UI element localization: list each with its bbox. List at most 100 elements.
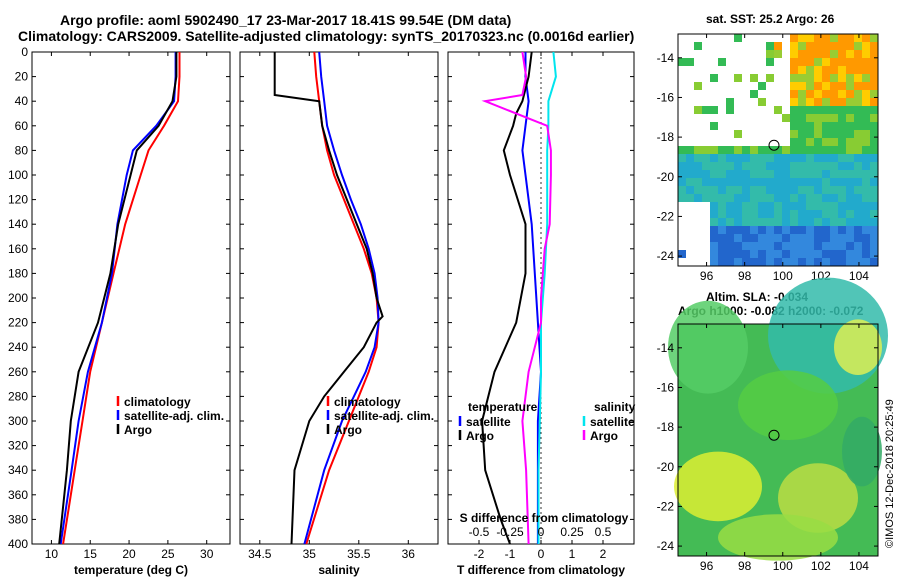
sst-cell [822,50,830,58]
sst-cell [862,210,870,218]
sst-cell [798,146,806,154]
sst-cell [830,234,838,242]
sst-cell [710,218,718,226]
sst-cell [822,258,830,266]
sst-cell [870,122,878,130]
sst-cell [862,82,870,90]
temperature-axis-label: temperature (deg C) [74,563,188,577]
diff-line-t-satellite [521,52,543,544]
legend-label: Argo [466,429,494,443]
sst-cell [686,58,694,66]
x2-tick-label: -0.25 [496,525,524,539]
sst-cell [854,66,862,74]
sst-cell [798,226,806,234]
sst-cell [718,226,726,234]
sst-cell [822,226,830,234]
sst-cell [678,178,686,186]
sst-cell [766,154,774,162]
sst-cell [814,218,822,226]
sst-cell [790,98,798,106]
sst-cell [838,234,846,242]
sst-cell [814,170,822,178]
depth-tick-label: 120 [8,193,28,207]
chart-title-line2: Climatology: CARS2009. Satellite-adjuste… [18,28,635,44]
sst-cell [830,34,838,42]
sst-cell [758,242,766,250]
sst-cell [870,74,878,82]
sst-cell [870,154,878,162]
sst-cell [774,42,782,50]
sst-cell [758,218,766,226]
sst-cell [798,82,806,90]
sst-cell [726,186,734,194]
sst-cell [870,162,878,170]
sst-cell [750,234,758,242]
sst-cell [790,218,798,226]
sst-cell [862,146,870,154]
sst-cell [758,202,766,210]
sst-cell [846,242,854,250]
sst-cell [766,146,774,154]
sst-cell [814,90,822,98]
sst-cell [750,242,758,250]
legend-label: Argo [334,423,362,437]
map-x-tick-label: 104 [849,559,869,573]
sst-cell [766,170,774,178]
sst-cell [870,90,878,98]
sst-cell [838,42,846,50]
sst-cell [854,114,862,122]
sst-cell [694,154,702,162]
sst-cell [798,170,806,178]
sst-cell [798,210,806,218]
diff-line-s-argo [481,51,552,545]
sst-cell [790,234,798,242]
sst-cell [846,42,854,50]
sst-cell [790,90,798,98]
argo-location-marker [768,429,780,441]
map-frame-sst [677,33,879,267]
sst-cell [734,154,742,162]
sst-cell [870,130,878,138]
sst-cell [846,146,854,154]
sst-cell [734,202,742,210]
sst-cell [854,146,862,154]
sst-cell [734,186,742,194]
sst-cell [798,186,806,194]
sst-cell [838,58,846,66]
sst-cell [814,234,822,242]
sst-cell [734,130,742,138]
sst-cell [806,58,814,66]
sst-cell [822,66,830,74]
sst-cell [766,218,774,226]
sst-cell [838,114,846,122]
sst-cell [686,170,694,178]
sst-cell [798,202,806,210]
sst-cell [806,234,814,242]
sst-cell [798,242,806,250]
sst-cell [830,250,838,258]
map-x-tick-label: 102 [811,559,831,573]
sst-cell [726,242,734,250]
sst-cell [686,194,694,202]
sst-cell [862,114,870,122]
sst-cell [870,210,878,218]
sst-cell [830,90,838,98]
map-y-tick-label: -22 [657,499,675,513]
sst-cell [798,178,806,186]
sst-cell [870,114,878,122]
sst-cell [782,146,790,154]
depth-tick-label: 60 [15,119,29,133]
sst-cell [838,106,846,114]
sst-cell [806,250,814,258]
sal-line-satellite-adj-clim- [303,51,380,545]
sst-cell [870,106,878,114]
sst-cell [830,74,838,82]
sst-cell [766,250,774,258]
sst-cell [814,154,822,162]
sst-cell [814,250,822,258]
sst-cell [846,162,854,170]
depth-tick-label: 300 [8,414,28,428]
sst-cell [734,194,742,202]
sst-cell [806,218,814,226]
sst-cell [854,58,862,66]
